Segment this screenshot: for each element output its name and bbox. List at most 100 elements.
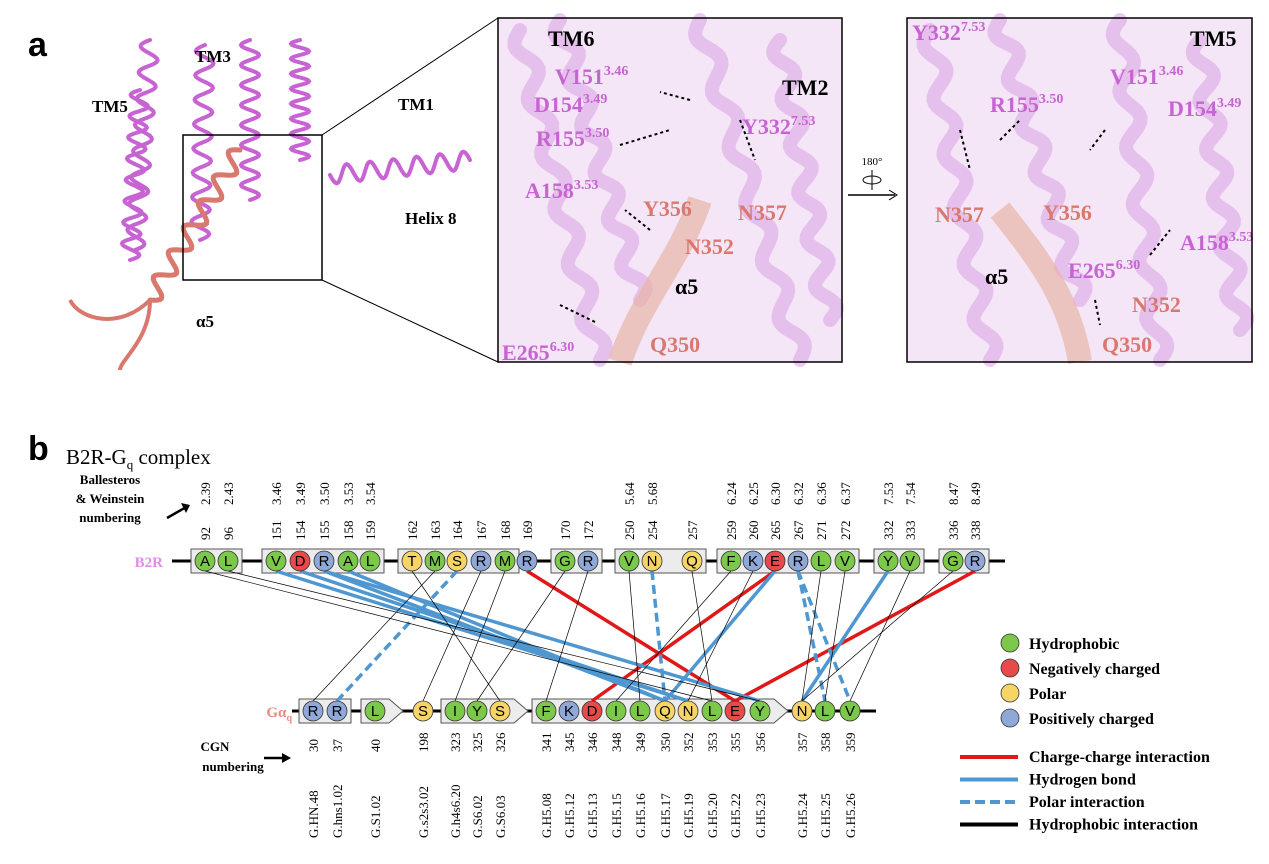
residue-number: 169 (520, 521, 535, 541)
residue-number: 338 (968, 521, 983, 541)
residue-bw: 3.46 (604, 64, 629, 79)
residue-number: 341 (539, 733, 554, 753)
cgn-number: G.H5.26 (843, 793, 858, 838)
residue-circle (359, 550, 381, 572)
interaction-line (796, 570, 852, 702)
residue-circle (839, 700, 861, 722)
interaction-line (687, 570, 754, 702)
residue-number: 358 (818, 733, 833, 753)
residue-number: 158 (341, 521, 356, 541)
residue-number: 353 (705, 733, 720, 753)
legend-label: Positively charged (1029, 711, 1154, 728)
residue-number: 326 (493, 732, 508, 752)
residue-letter: L (821, 703, 829, 720)
residue-letter: R (476, 553, 487, 570)
helix (119, 88, 151, 262)
residue-name: E265 (502, 340, 550, 365)
legend-swatch (1000, 683, 1020, 703)
interaction-line (526, 569, 736, 703)
residue-letter: N (647, 553, 658, 570)
residue-number: 349 (633, 733, 648, 753)
residue-bw: 6.30 (550, 340, 575, 355)
residue-number: 260 (746, 521, 761, 541)
residue-letter: L (371, 703, 379, 720)
interaction-line (323, 569, 761, 703)
residue-letter: G (947, 553, 959, 570)
bw-number: 3.54 (363, 482, 378, 505)
hbond (1094, 299, 1101, 326)
residue-name: R155 (536, 126, 585, 151)
residue-number: 154 (293, 520, 308, 540)
interaction-line (800, 570, 890, 702)
legend-label: Hydrophobic interaction (1029, 817, 1198, 834)
residue-number: 257 (685, 520, 700, 540)
residue-circle (401, 550, 423, 572)
legend-label: Hydrophobic (1029, 636, 1119, 653)
bw-number: 2.39 (198, 482, 213, 505)
residue-name: A158 (1180, 230, 1229, 255)
residue-circle (677, 700, 699, 722)
helix (1185, 33, 1255, 337)
hbond (624, 209, 651, 231)
bw-number: 8.47 (946, 482, 961, 505)
residue-number: 155 (317, 521, 332, 541)
bw-note: & Weinstein (76, 491, 146, 506)
residue-label: R1553.50 (536, 126, 609, 151)
residue-name: E265 (1068, 258, 1116, 283)
residue-circle (494, 550, 516, 572)
loop (68, 298, 152, 371)
residue-number: 259 (724, 521, 739, 541)
residue-circle (489, 700, 511, 722)
residue-letter: S (418, 703, 428, 720)
residue-number: 355 (728, 733, 743, 753)
helix (547, 13, 653, 307)
interaction-line (801, 570, 822, 702)
residue-label: R1553.50 (990, 92, 1063, 117)
residue-circle (289, 550, 311, 572)
residue-circle (470, 550, 492, 572)
interaction-line (650, 570, 667, 702)
residue-bw: 3.49 (1217, 96, 1242, 111)
g-name-sub: q (286, 713, 292, 724)
residue-number: 96 (221, 527, 236, 541)
residue-number: 172 (581, 521, 596, 541)
residue-number: 352 (681, 733, 696, 753)
bw-number: 3.53 (341, 482, 356, 505)
residue-number: 267 (791, 520, 806, 540)
residue-number: 271 (814, 521, 829, 541)
residue-letter: D (587, 703, 598, 720)
residue-circle (641, 550, 663, 572)
bw-number: 6.32 (791, 482, 806, 505)
residue-label: Y356 (1043, 200, 1092, 225)
residue-name: Y332 (742, 114, 791, 139)
panel-letter: b (28, 430, 49, 468)
note-arrow-head (181, 503, 190, 513)
interaction-line (796, 570, 827, 702)
residue-number: 254 (645, 520, 660, 540)
residue-circle (654, 700, 676, 722)
bw-number: 6.37 (838, 482, 853, 505)
residue-circle (964, 550, 986, 572)
residue-label: N352 (685, 234, 734, 259)
interaction-line (312, 570, 436, 702)
zoom-frame (906, 17, 1253, 363)
residue-label: V1513.46 (1110, 64, 1183, 89)
residue-number: 151 (269, 521, 284, 541)
residue-number: 350 (658, 733, 673, 753)
residue-name: V151 (555, 64, 604, 89)
residue-circle (326, 700, 348, 722)
residue-name: A158 (525, 178, 574, 203)
overlay: 180° (182, 17, 1253, 363)
helix (238, 38, 262, 202)
residue-label: Q350 (650, 332, 700, 357)
residue-label: N357 (738, 200, 787, 225)
interaction-line (628, 570, 641, 702)
cgn-number: G.H5.13 (585, 793, 600, 838)
interaction-line (734, 569, 976, 703)
region-label: TM5 (1190, 26, 1236, 51)
residue-letter: R (522, 553, 533, 570)
interaction-line (824, 570, 846, 702)
residue-number: 167 (474, 520, 489, 540)
helix (288, 38, 312, 162)
